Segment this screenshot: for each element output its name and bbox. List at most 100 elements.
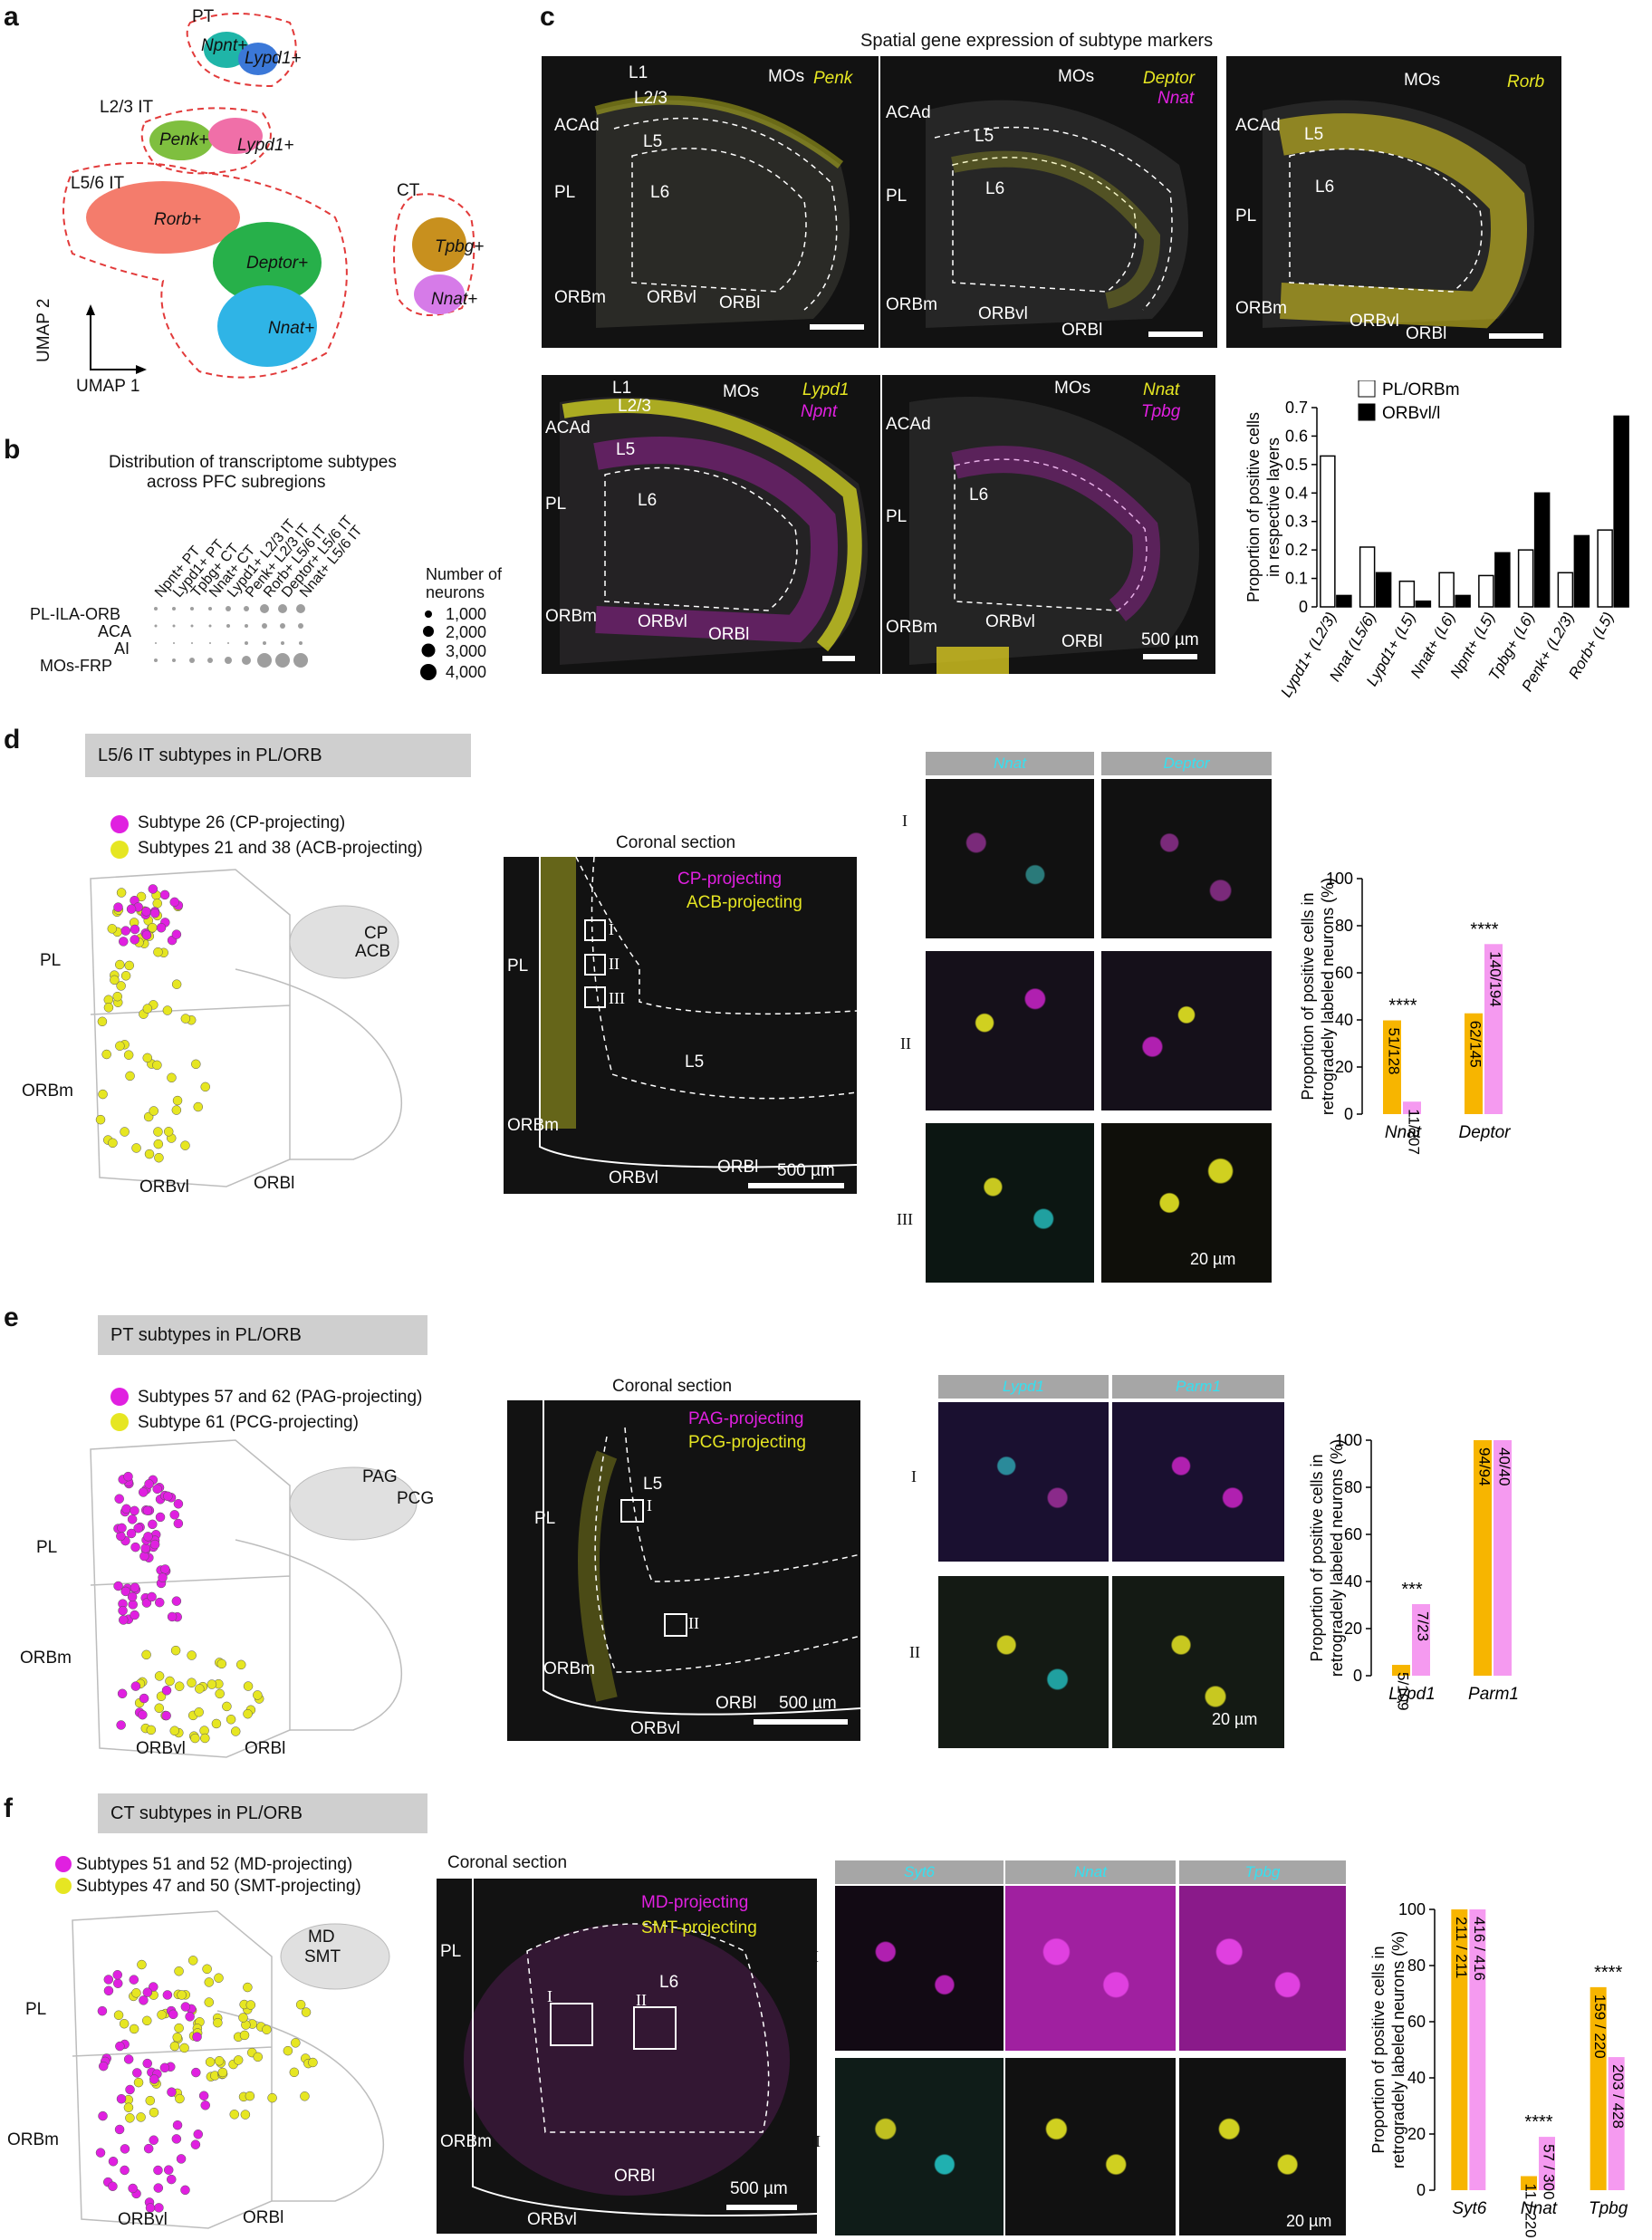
- chart-e-bar-0-0: [1392, 1665, 1410, 1676]
- c-m5-gene-tpbg: Tpbg: [1141, 402, 1181, 421]
- d-section-roman-3: III: [609, 989, 625, 1007]
- d-scatter-dot-2-26: [142, 1053, 152, 1063]
- d-tile-2-1: [926, 951, 1094, 1110]
- d-scatter-dot-2-37: [163, 1127, 174, 1137]
- f-scatter-dot-2-25: [289, 2067, 300, 2078]
- f-scatter-dot-1-0: [108, 2156, 119, 2167]
- f-region-orbl: ORBl: [243, 2208, 284, 2227]
- d-scatter-dot-1-6: [130, 924, 140, 935]
- f-tile-header-tpbg: Tpbg: [1179, 1860, 1346, 1884]
- d-section-roman-1: I: [609, 920, 614, 938]
- f-tile-2-3: 20 µm: [1179, 2058, 1346, 2235]
- d-scatter-dot-2-27: [153, 1139, 164, 1149]
- umap-cluster-nnat: [217, 285, 317, 367]
- f-scatter-dot-0-8: [204, 1977, 215, 1987]
- d-row-roman-2: II: [900, 1034, 911, 1053]
- f-scatter-dot-0-0: [179, 2043, 189, 2053]
- bubble-dot-0-3: [208, 607, 212, 610]
- chart-c-legend-label-1: ORBvl/l: [1382, 404, 1440, 423]
- panel-letter-e: e: [4, 1303, 19, 1332]
- chart-c-ytick-label-7: 0.7: [1285, 399, 1308, 417]
- e-section-pl: PL: [534, 1509, 556, 1528]
- bubble-legend-3: 3,000: [446, 642, 487, 660]
- d-scatter-dot-0-21: [110, 975, 120, 985]
- chart-d-ytick-label-1: 20: [1335, 1058, 1353, 1076]
- f-scatter-dot-1-8: [153, 2165, 163, 2176]
- d-scatter-dot-0-28: [107, 924, 118, 934]
- e-brain-pag: PAG: [362, 1467, 398, 1486]
- f-section-leg-smt: SMT-projecting: [641, 1918, 757, 1937]
- f-section-image: MD-projecting SMT-projecting PL L6 ORBm …: [437, 1879, 817, 2234]
- e-legend-0: Subtypes 57 and 62 (PAG-projecting): [138, 1388, 423, 1407]
- d-legend-dots: [110, 815, 129, 859]
- c-m5-l6: L6: [969, 485, 989, 505]
- bubble-dot-1-1: [172, 624, 176, 628]
- f-scatter-dot-1-20: [143, 2143, 154, 2154]
- c-m1-orbm: ORBm: [554, 288, 606, 307]
- f-scatter-dot-1-54: [114, 2124, 125, 2135]
- c-m1-mos: MOs: [768, 67, 805, 86]
- bubble-dot-1-2: [190, 624, 194, 628]
- e-scatter-dot-1-31: [170, 1645, 181, 1656]
- e-scatter-dot-0-69: [113, 1581, 123, 1591]
- f-scatter-dot-0-21: [123, 2102, 134, 2112]
- f-tile-header-nnat: Nnat: [1005, 1860, 1176, 1884]
- bubble-dot-1-5: [245, 624, 248, 628]
- d-scatter-dot-0-10: [116, 888, 127, 898]
- chart-d-cat-1: Deptor: [1458, 1123, 1511, 1142]
- chart-c-bar-1-6: [1573, 534, 1590, 608]
- c-m5-orbl: ORBl: [1061, 632, 1103, 651]
- c-m2-orbm: ORBm: [886, 295, 937, 314]
- f-scatter-dot-0-33: [174, 2023, 184, 2033]
- f-scatter-dot-1-41: [200, 2101, 210, 2110]
- f-scatter-dot-2-17: [245, 2091, 255, 2101]
- e-region-orbm: ORBm: [20, 1649, 72, 1668]
- chart-d-ylabel-1: retrogradely labeled neurons (%): [1319, 878, 1337, 1115]
- e-scatter-dot-1-15: [243, 1681, 254, 1691]
- chart-d-ytick-label-5: 100: [1326, 870, 1353, 888]
- e-scatter-dot-0-44: [130, 1610, 139, 1620]
- umap-marker-penk: Penk+: [159, 130, 209, 149]
- f-scatter-dot-0-44: [149, 2107, 159, 2118]
- e-brain-pcg: PCG: [397, 1489, 435, 1508]
- d-brain-acb: ACB: [355, 942, 391, 961]
- f-section-title: Coronal section: [447, 1853, 568, 1872]
- f-tile-1-3: [1179, 1886, 1346, 2051]
- f-scatter-dot-1-59: [132, 2068, 142, 2078]
- d-scatter-dot-2-29: [108, 1138, 118, 1149]
- umap-marker-rorb: Rorb+: [154, 210, 202, 229]
- f-scatter-dot-1-10: [149, 1982, 158, 1992]
- f-scatter-dot-0-39: [214, 2056, 225, 2066]
- f-scatter-dot-1-56: [128, 2183, 138, 2194]
- bubble-legend-dots: [420, 610, 437, 680]
- e-scatter-dot-0-31: [140, 1543, 150, 1553]
- umap-cluster-lypd1: [208, 118, 263, 154]
- e-scatter-dot-0-18: [148, 1519, 158, 1530]
- e-scatter-dot-1-24: [195, 1684, 205, 1694]
- f-scatter-dot-1-16: [162, 1990, 173, 2000]
- f-scatter-dot-1-58: [185, 2012, 195, 2022]
- f-scatter-dot-2-16: [300, 2091, 310, 2101]
- chart-e-bar-1-1: [1494, 1440, 1512, 1676]
- d-scatter-dot-1-5: [159, 889, 170, 900]
- f-scatter-dot-1-26: [115, 2041, 125, 2052]
- f-tile-2-1: [835, 2058, 1004, 2235]
- c-micrograph-deptor-nnat: MOs ACAd L5 PL L6 ORBm ORBvl ORBl Deptor…: [880, 56, 1217, 348]
- e-scatter-dot-0-15: [155, 1512, 166, 1523]
- d-scatter-dot-2-13: [112, 991, 122, 1002]
- chart-f-ylabel-0: Proportion of positive cells in: [1369, 1946, 1388, 2153]
- umap-cluster-rorb: [86, 181, 240, 254]
- c-m2-orbl: ORBl: [1061, 321, 1103, 340]
- f-scatter-dot-0-28: [119, 2018, 130, 2029]
- chart-d-bar-1-0: [1403, 1101, 1421, 1114]
- e-scatter-dot-1-5: [141, 1649, 151, 1660]
- f-scatter-dot-0-13: [243, 1982, 253, 1993]
- d-scatter-dot-1-17: [119, 937, 129, 947]
- chart-f-bar-1-0: [1469, 1909, 1486, 2190]
- umap-outlines: [62, 13, 475, 379]
- e-scatter-dot-0-68: [143, 1532, 153, 1542]
- d-legend-1: Subtypes 21 and 38 (ACB-projecting): [138, 839, 423, 858]
- e-scatter-dot-2-5: [116, 1720, 126, 1730]
- f-scatter-dot-1-51: [129, 1975, 139, 1985]
- d-scatter-dot-2-25: [98, 1089, 108, 1100]
